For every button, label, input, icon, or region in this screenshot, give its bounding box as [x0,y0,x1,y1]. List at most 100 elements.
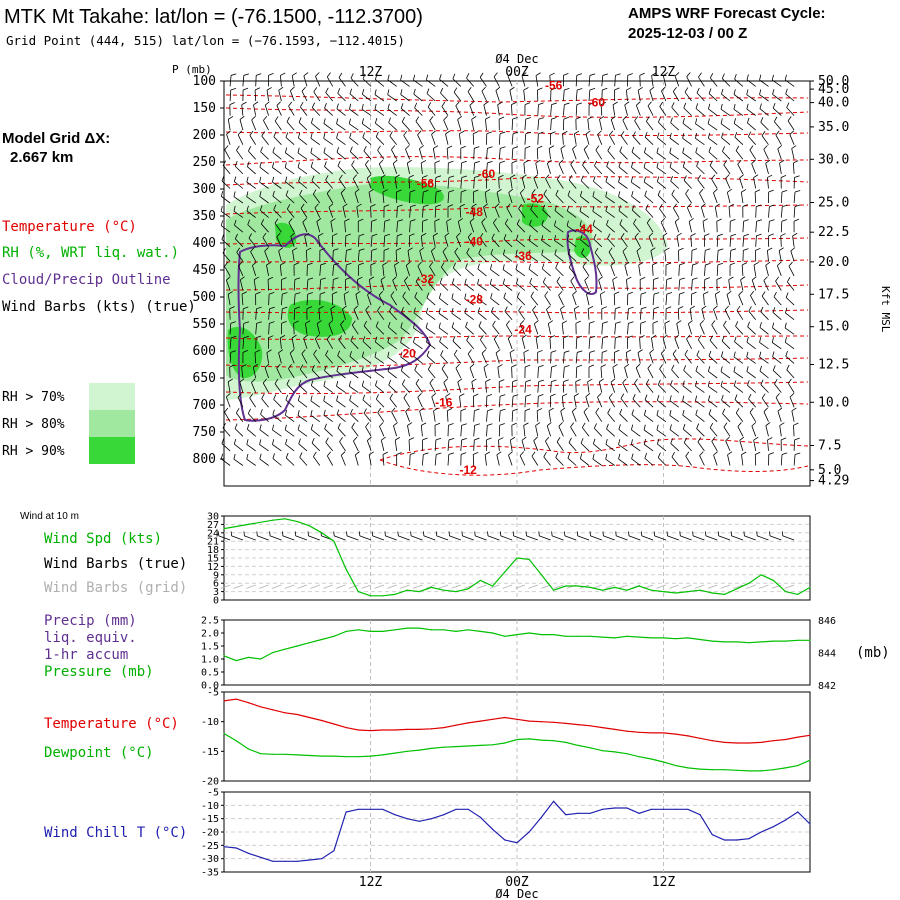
surface-wind-barb-flag [333,531,335,536]
wind-barb-flag [728,276,734,280]
wind-barb-shaft [735,412,744,422]
wind-barb-shaft [247,166,256,175]
wind-barb-shaft [643,167,654,175]
wind-barb [678,277,686,291]
dewpoint-point [394,752,396,754]
wind-barb [401,307,410,320]
surface-wind-barb-shaft [718,535,731,541]
wind-barb-flag [533,174,539,179]
wind-barb [357,233,365,247]
wind-barb-flag [521,72,527,77]
wind-barb-shaft [684,91,692,102]
wind-barb-shaft [671,106,680,116]
legend-wind-barbs-grid: Wind Barbs (grid) [44,580,187,596]
wind-speed-point [491,585,494,587]
wind-barb-flag [786,102,790,108]
wind-barb [509,436,516,451]
wind-barb-shaft [521,75,526,87]
wind-barb [772,89,782,102]
wind-barb [643,409,654,423]
wind-barb-shaft [631,458,641,466]
wind-barb-shaft [467,91,475,102]
wind-barb-shaft [337,355,346,364]
wind-barb-flag [738,290,743,296]
wind-barb-shaft [554,210,564,218]
wind-barb-shaft [391,411,398,422]
wind-barb-flag [708,350,712,357]
wind-speed-point [760,574,762,576]
wind-barb [297,132,308,146]
wind-barb-flag [414,292,418,298]
wind-barb-flag [636,247,642,252]
wind-barb-shaft [791,410,795,422]
wind-barb-flag [433,145,439,149]
wind-barb-flag [337,423,341,429]
wind-barb [593,176,603,189]
wind-barb-shaft [575,90,578,102]
wind-barb [477,263,487,277]
wind-barb [420,422,427,437]
wind-barb-flag [262,232,267,238]
wind-chill-point [687,808,689,810]
wind-speed-point [406,589,408,591]
wind-barb [786,364,795,379]
wind-barb-flag [247,219,251,225]
grid-wind-barb [656,584,667,589]
dewpoint-point [662,761,665,763]
wind-barb-flag [630,439,633,445]
wind-barb-flag [441,364,446,369]
wind-barb-flag [794,204,801,208]
wind-barb [246,439,256,452]
wind-barb-flag [589,335,596,339]
grid-wind-barb-shaft [758,584,769,589]
wind-barb-flag [637,86,643,91]
wind-barb [349,132,359,146]
wind-barb-flag [628,306,634,310]
wind-barb-flag [253,101,259,106]
wind-barb-flag [508,188,514,193]
wind-barb [511,379,518,393]
wind-barb-flag [234,219,237,226]
wind-barb [248,146,256,160]
wind-speed-point [797,593,799,596]
wind-barb-shaft [605,181,615,189]
wind-barb-shaft [780,235,782,247]
wind-barb-shaft [291,337,295,349]
wind-barb-flag [276,232,281,238]
wind-barb-shaft [567,210,577,218]
height-tick-label: 25.0 [818,196,849,211]
wind-barb-shaft [229,337,232,349]
wind-barb [227,116,234,131]
wind-barb [639,306,647,320]
wind-barb-shaft [490,253,500,262]
wind-barb-flag [268,291,275,295]
wind-barb [311,102,321,116]
wind-barb-flag [723,160,728,166]
wind-barb-flag [284,409,288,416]
wind-barb-shaft [516,224,526,233]
wind-barb-shaft [618,166,628,175]
wind-barb-shaft [305,250,308,262]
wind-barb-shaft [328,323,334,335]
wind-barb [746,103,756,116]
wind-barb-shaft [237,397,244,408]
wind-barb [610,261,616,277]
wind-barb-shaft [662,75,667,87]
wind-chill-tick-label: -5 [207,788,219,799]
dewpoint-point [638,756,640,758]
wind-barb [734,131,744,145]
wind-barb [507,72,513,87]
wind-barb [670,438,680,452]
wind-barb-flag [756,233,762,237]
wind-barb-flag [281,277,287,280]
wind-barb-flag [532,305,537,311]
wind-barb [509,86,515,102]
surface-wind-barb [781,531,795,541]
wind-barb-flag [735,321,739,327]
wind-barb-shaft [709,340,718,350]
wind-barb [612,276,618,291]
temperature-contour-label: -56 [417,177,435,191]
wind-barb-shaft [708,137,718,146]
wind-barb-shaft [649,352,654,364]
wind-barb-flag [512,379,518,382]
